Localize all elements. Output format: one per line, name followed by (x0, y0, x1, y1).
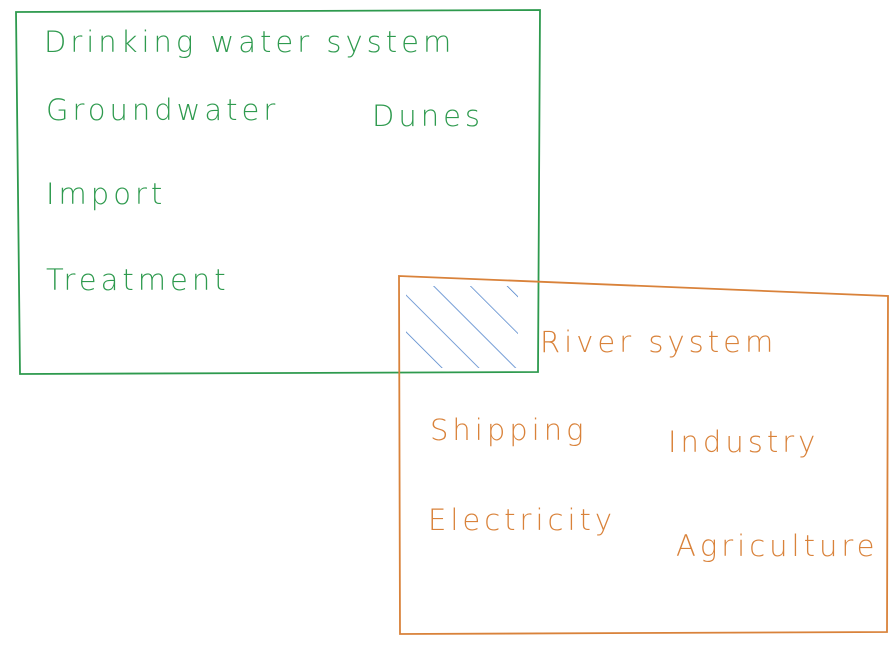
river-box (398, 275, 889, 635)
system-item: Treatment (46, 263, 230, 297)
system-item: Electricity (428, 503, 616, 537)
system-item: Dunes (372, 99, 484, 133)
system-item: Industry (668, 425, 819, 459)
drinking-water-box (15, 9, 541, 375)
overlap-hatch (406, 286, 518, 368)
system-item: Groundwater (46, 93, 279, 127)
system-item: Import (46, 177, 166, 211)
system-item: Shipping (430, 413, 588, 447)
system-item: Agriculture (676, 529, 878, 563)
system-title: River system (540, 325, 777, 359)
system-title: Drinking water system (44, 25, 455, 59)
